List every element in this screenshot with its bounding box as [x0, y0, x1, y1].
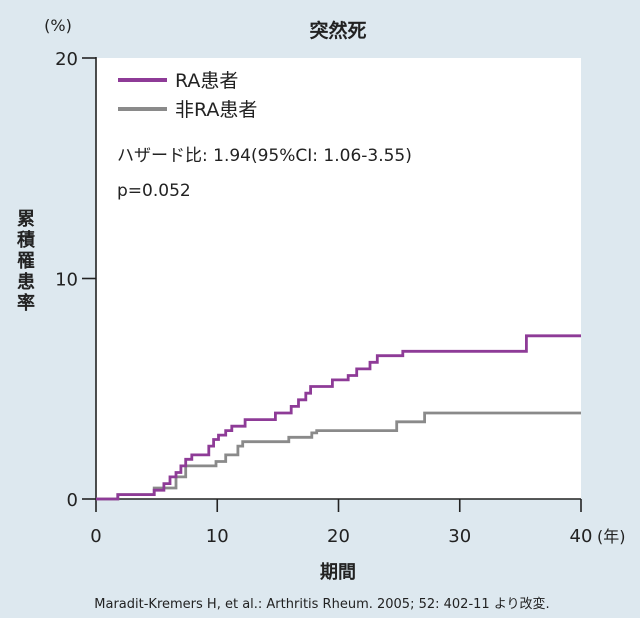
legend-label: RA患者	[175, 70, 238, 92]
series-layer	[96, 334, 581, 501]
axes: 0 10 20 0 10 20 30 40	[55, 49, 592, 547]
chart-title: 突然死	[309, 19, 366, 42]
x-axis-title: 期間	[320, 562, 356, 583]
x-unit-label: (年)	[597, 527, 626, 546]
source-citation: Maradit-Kremers H, et al.: Arthritis Rhe…	[94, 596, 549, 612]
x-tick-label: 20	[327, 526, 350, 547]
y-axis-title: 累積罹患率	[16, 209, 36, 314]
x-tick-label: 40	[570, 526, 593, 547]
y-unit-label: (%)	[44, 16, 72, 35]
x-tick-label: 10	[206, 526, 229, 547]
ra-patients-line	[96, 334, 581, 501]
y-tick-label: 0	[67, 490, 78, 511]
x-tick-label: 30	[448, 526, 471, 547]
hazard-ratio-annotation: ハザード比: 1.94(95%CI: 1.06-3.55)	[117, 146, 412, 166]
legend-label: 非RA患者	[175, 99, 257, 121]
x-tick-label: 0	[90, 526, 101, 547]
plot-area	[96, 58, 581, 499]
y-tick-label: 20	[55, 49, 78, 70]
p-value-annotation: p=0.052	[117, 181, 191, 201]
y-tick-label: 10	[55, 270, 78, 291]
